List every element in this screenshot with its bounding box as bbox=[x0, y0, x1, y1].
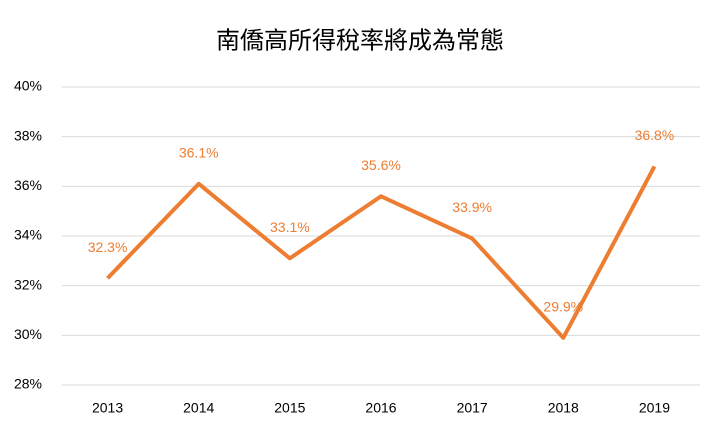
x-tick-label: 2019 bbox=[639, 400, 670, 416]
x-tick-label: 2016 bbox=[365, 400, 396, 416]
y-tick-label: 36% bbox=[14, 177, 42, 193]
x-tick-label: 2018 bbox=[548, 400, 579, 416]
value-label: 36.8% bbox=[635, 127, 675, 143]
value-label: 29.9% bbox=[543, 299, 583, 315]
value-label: 36.1% bbox=[179, 145, 219, 161]
value-label: 32.3% bbox=[88, 239, 128, 255]
line-series bbox=[106, 165, 657, 340]
y-tick-label: 28% bbox=[14, 376, 42, 392]
y-tick-label: 32% bbox=[14, 276, 42, 292]
x-tick-label: 2014 bbox=[183, 400, 214, 416]
y-tick-label: 30% bbox=[14, 326, 42, 342]
y-tick-label: 38% bbox=[14, 127, 42, 143]
x-tick-label: 2015 bbox=[274, 400, 305, 416]
y-tick-label: 40% bbox=[14, 78, 42, 94]
value-label: 33.9% bbox=[452, 199, 492, 215]
x-tick-label: 2017 bbox=[457, 400, 488, 416]
value-label: 33.1% bbox=[270, 219, 310, 235]
x-tick-label: 2013 bbox=[92, 400, 123, 416]
y-tick-label: 34% bbox=[14, 227, 42, 243]
chart-title: 南僑高所得稅率將成為常態 bbox=[216, 27, 504, 54]
value-label: 35.6% bbox=[361, 157, 401, 173]
